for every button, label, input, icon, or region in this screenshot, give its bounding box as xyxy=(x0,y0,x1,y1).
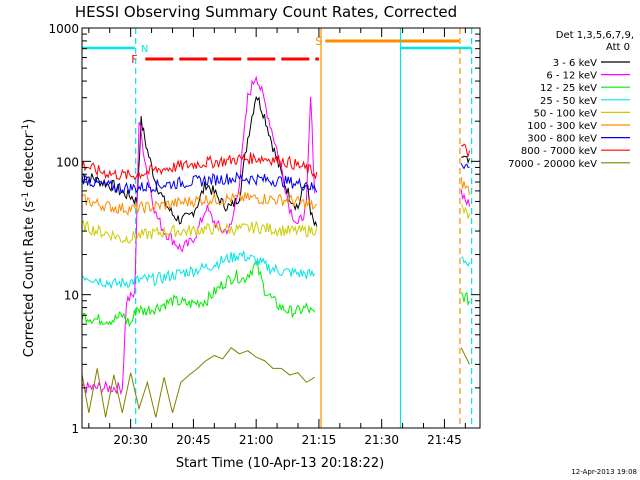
y-axis-label: Corrected Count Rate (s-1 detector-1) xyxy=(21,119,37,357)
y-tick-label: 10 xyxy=(64,289,79,303)
y-tick-label: 1 xyxy=(71,422,79,436)
plot-frame xyxy=(81,27,481,429)
legend-label-0: 3 - 6 keV xyxy=(553,58,597,69)
x-tick-label: 20:45 xyxy=(176,433,211,447)
y-tick-label: 100 xyxy=(56,155,79,169)
legend-label-3: 25 - 50 keV xyxy=(540,96,597,107)
legend-header-detectors: Det 1,3,5,6,7,9, xyxy=(556,30,634,41)
legend-label-7: 800 - 7000 keV xyxy=(521,146,597,157)
y-axis-label-end: ) xyxy=(22,119,37,124)
legend-label-4: 50 - 100 keV xyxy=(534,108,598,119)
series-line-8 xyxy=(81,347,470,418)
series-line-5 xyxy=(81,176,470,217)
legend: Det 1,3,5,6,7,9, Att 0 3 - 6 keV 6 - 12 k… xyxy=(508,30,634,170)
y-axis-label-mid: detector xyxy=(22,132,37,192)
x-axis-label: Start Time (10-Apr-13 20:18:22) xyxy=(176,456,384,471)
x-tick-label: 21:45 xyxy=(427,433,462,447)
chart-title: HESSI Observing Summary Count Rates, Cor… xyxy=(75,3,457,21)
series-line-7 xyxy=(81,143,470,181)
x-tick-label: 21:30 xyxy=(364,433,399,447)
x-tick-label: 20:30 xyxy=(113,433,148,447)
y-tick-label: 1000 xyxy=(48,22,79,36)
series-line-6 xyxy=(81,163,470,195)
series-line-3 xyxy=(81,250,470,289)
series-line-4 xyxy=(81,204,470,244)
series-line-1 xyxy=(81,75,470,396)
cyan-flag-label: N xyxy=(141,44,148,55)
footer-date: 12-Apr-2013 19:08 xyxy=(571,468,637,476)
series-line-2 xyxy=(81,260,470,328)
legend-label-5: 100 - 300 keV xyxy=(527,121,597,132)
legend-label-6: 300 - 800 keV xyxy=(527,134,597,145)
axes: 1 10 100 1000 20:30 20:45 21:00 21:15 21:30 21:45 xyxy=(48,22,481,447)
x-tick-label: 21:00 xyxy=(239,433,274,447)
flag-label-S: S xyxy=(315,35,322,48)
legend-label-1: 6 - 12 keV xyxy=(546,71,597,82)
plot-area: NF S xyxy=(81,28,473,428)
legend-label-8: 7000 - 20000 keV xyxy=(508,159,597,170)
x-tick-label: 21:15 xyxy=(302,433,337,447)
y-axis-label-exp2: -1 xyxy=(21,124,31,133)
flag-label-F: F xyxy=(131,53,137,66)
y-axis-label-exp1: -1 xyxy=(21,192,31,201)
legend-header-attenuator: Att 0 xyxy=(606,42,630,53)
series-line-0 xyxy=(81,95,470,227)
legend-label-2: 12 - 25 keV xyxy=(540,83,597,94)
y-axis-label-main: Corrected Count Rate (s xyxy=(22,201,37,358)
